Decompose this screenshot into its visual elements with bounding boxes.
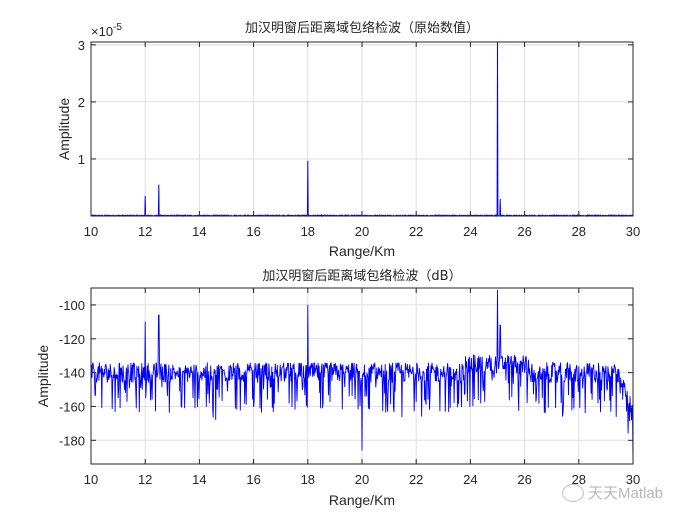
x-tick-label: 10 bbox=[84, 472, 98, 487]
x-tick-label: 24 bbox=[463, 224, 477, 239]
y-tick-label: -140 bbox=[59, 366, 85, 381]
x-tick-label: 12 bbox=[138, 224, 152, 239]
x-tick-label: 26 bbox=[517, 472, 531, 487]
x-tick-label: 14 bbox=[192, 224, 206, 239]
x-tick-label: 30 bbox=[626, 472, 640, 487]
x-tick-label: 18 bbox=[301, 472, 315, 487]
x-tick-label: 28 bbox=[572, 224, 586, 239]
x-tick-label: 20 bbox=[355, 224, 369, 239]
bottom-db-trace bbox=[90, 289, 634, 465]
x-tick-label: 18 bbox=[301, 224, 315, 239]
x-tick-label: 16 bbox=[246, 472, 260, 487]
watermark: 天天Matlab bbox=[562, 482, 663, 503]
y-tick-label: 1 bbox=[78, 152, 85, 167]
y-tick-label: 2 bbox=[78, 95, 85, 110]
bottom-x-axis-label: Range/Km bbox=[329, 492, 395, 508]
x-tick-label: 24 bbox=[463, 472, 477, 487]
y-tick-label: -120 bbox=[59, 332, 85, 347]
top-grid bbox=[91, 42, 633, 216]
x-tick-label: 14 bbox=[192, 472, 206, 487]
wechat-icon bbox=[562, 483, 584, 502]
x-tick-label: 28 bbox=[572, 472, 586, 487]
top-x-axis-label: Range/Km bbox=[329, 243, 395, 259]
x-tick-label: 22 bbox=[409, 472, 423, 487]
y-tick-label: 3 bbox=[78, 38, 85, 53]
x-tick-label: 16 bbox=[246, 224, 260, 239]
watermark-text: 天天Matlab bbox=[588, 485, 664, 502]
bottom-y-axis-label: Amplitude bbox=[35, 345, 51, 407]
x-tick-label: 30 bbox=[626, 224, 640, 239]
x-tick-label: 26 bbox=[517, 224, 531, 239]
x-tick-label: 20 bbox=[355, 472, 369, 487]
y-tick-label: -180 bbox=[59, 433, 85, 448]
top-y-exponent: ×10-5 bbox=[91, 22, 122, 39]
y-tick-label: -100 bbox=[59, 298, 85, 313]
bottom-ticks: 10 12 14 16 18 20 22 24 26 28 30 -100 -120 -140 -160 -1… bbox=[59, 288, 640, 487]
x-tick-label: 10 bbox=[84, 224, 98, 239]
x-tick-label: 12 bbox=[138, 472, 152, 487]
top-y-axis-label: Amplitude bbox=[56, 98, 72, 160]
bottom-chart-title: 加汉明窗后距离域包络检波（dB） bbox=[262, 268, 461, 284]
bottom-axes: 10 12 14 16 18 20 22 24 26 28 30 -100 -120 -140 -160 -1… bbox=[35, 268, 640, 508]
top-chart-title: 加汉明窗后距离域包络检波（原始数值） bbox=[245, 20, 479, 36]
y-tick-label: -160 bbox=[59, 399, 85, 414]
x-tick-label: 22 bbox=[409, 224, 423, 239]
